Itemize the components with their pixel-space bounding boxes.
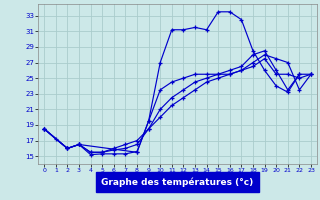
X-axis label: Graphe des températures (°c): Graphe des températures (°c) bbox=[101, 177, 254, 187]
